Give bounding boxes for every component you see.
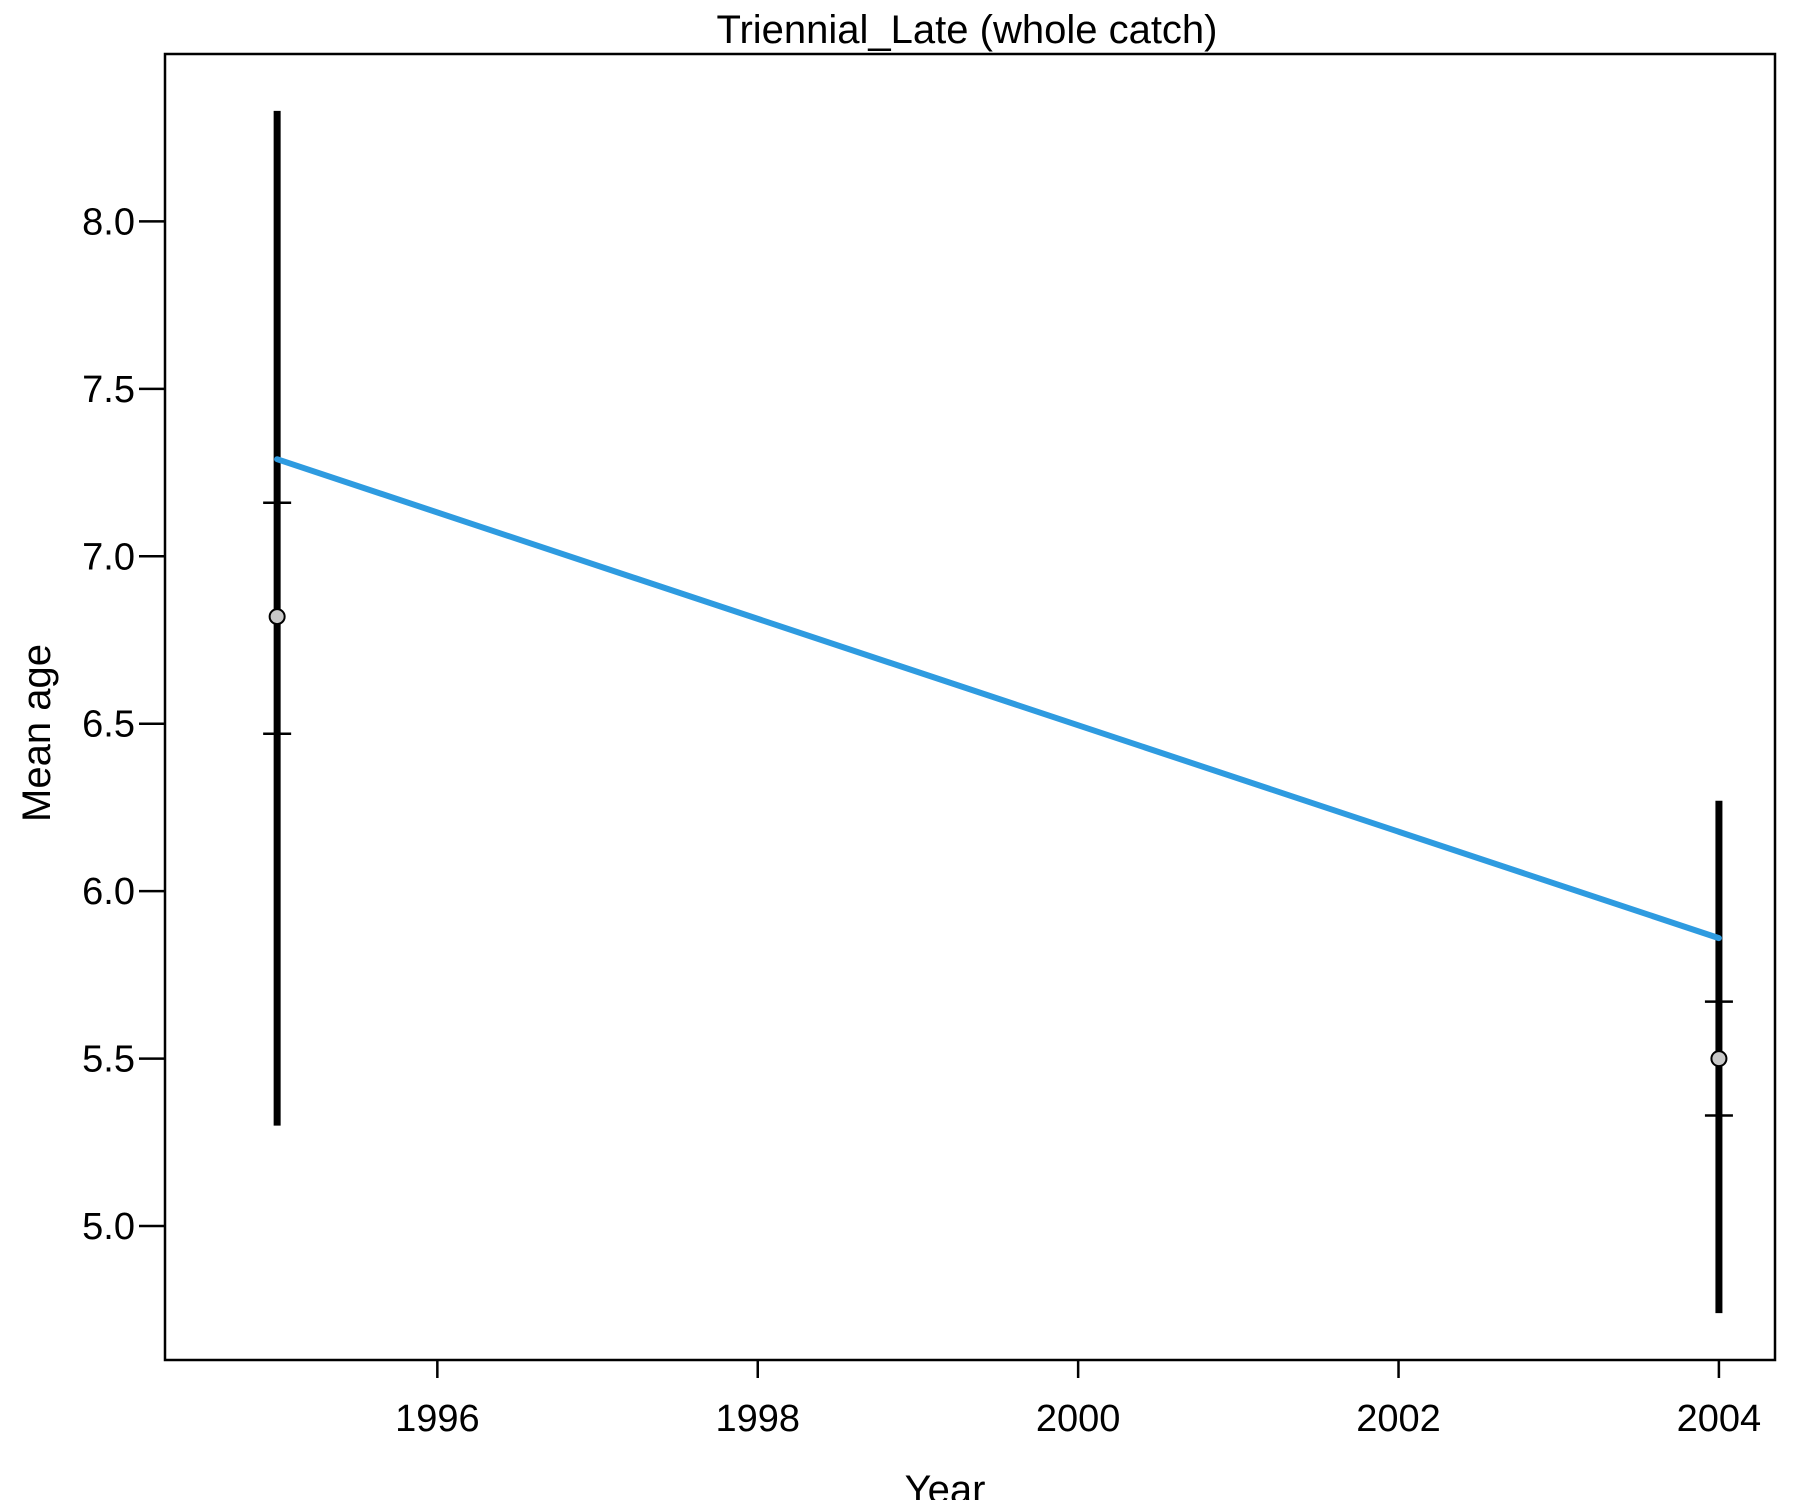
plot-frame (163, 52, 1777, 1362)
observed-point (1710, 1050, 1728, 1068)
y-tick-label: 5.5 (82, 1039, 135, 1081)
x-tick-label: 2000 (1036, 1398, 1121, 1440)
expected-line (274, 456, 1722, 942)
y-tick-label: 7.0 (82, 536, 135, 578)
observed-point (268, 608, 286, 626)
y-tick-label: 6.5 (82, 704, 135, 746)
y-tick-label: 8.0 (82, 201, 135, 243)
y-axis-title: Mean age (15, 644, 59, 822)
y-axis: 5.0 5.5 6.0 6.5 7.0 7.5 8.0 (82, 201, 165, 1248)
x-tick-label: 1996 (395, 1398, 480, 1440)
x-axis-title: Year (905, 1468, 986, 1500)
chart-title: Triennial_Late (whole catch) (717, 8, 1218, 52)
x-axis: 1996 1998 2000 2002 2004 (395, 1360, 1761, 1440)
y-tick-label: 7.5 (82, 369, 135, 411)
x-tick-label: 2004 (1677, 1398, 1762, 1440)
y-tick-label: 6.0 (82, 871, 135, 913)
y-tick-label: 5.0 (82, 1206, 135, 1248)
x-tick-label: 1998 (715, 1398, 800, 1440)
series-layer (263, 110, 1733, 1314)
x-tick-label: 2002 (1356, 1398, 1441, 1440)
